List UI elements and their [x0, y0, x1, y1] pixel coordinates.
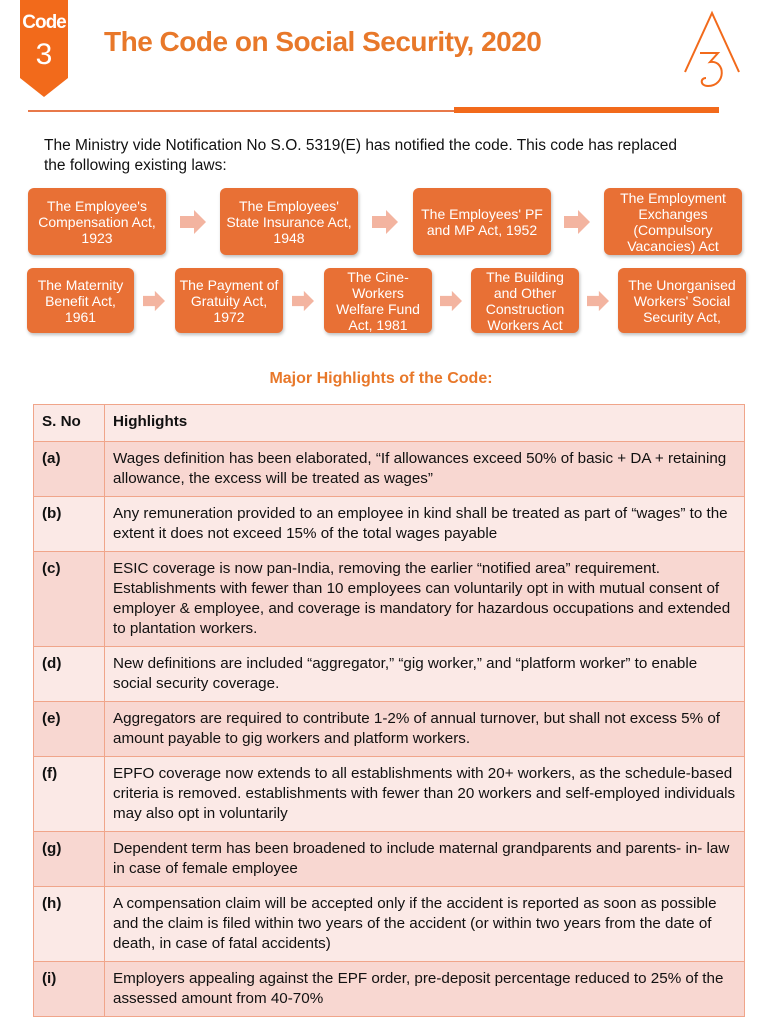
table-row: (c) ESIC coverage is now pan-India, remov…	[33, 551, 745, 647]
row-sno: (i)	[33, 961, 105, 1017]
row-highlight: Wages definition has been elaborated, “I…	[104, 441, 745, 497]
highlights-title: Major Highlights of the Code:	[269, 370, 493, 387]
arrow-right-icon	[440, 290, 462, 312]
table-row: (a) Wages definition has been elaborated,…	[33, 441, 745, 497]
arrow-right-icon	[143, 290, 165, 312]
page-title: The Code on Social Security, 2020	[104, 26, 542, 57]
law-box: The Cine-Workers Welfare Fund Act, 1981	[324, 268, 432, 333]
row-highlight: Aggregators are required to contribute 1…	[104, 701, 745, 757]
arrow-right-icon	[292, 290, 314, 312]
brand-logo	[684, 10, 740, 88]
row-highlight: EPFO coverage now extends to all establi…	[104, 756, 745, 832]
table-header-row: S. No Highlights	[33, 404, 745, 442]
row-highlight: Any remuneration provided to an employee…	[104, 496, 745, 552]
highlights-table: S. No Highlights (a) Wages definition has…	[33, 404, 745, 1017]
row-highlight: Dependent term has been broadened to inc…	[104, 831, 745, 887]
row-sno: (h)	[33, 886, 105, 962]
header-divider-accent	[454, 107, 719, 113]
table-row: (i) Employers appealing against the EPF o…	[33, 961, 745, 1017]
law-box: The Employee's Compensation Act, 1923	[28, 188, 166, 255]
law-box: The Employees' State Insurance Act, 1948	[220, 188, 358, 255]
row-sno: (c)	[33, 551, 105, 647]
row-sno: (g)	[33, 831, 105, 887]
law-box: The Unorganised Workers' Social Security…	[618, 268, 746, 333]
row-sno: (d)	[33, 646, 105, 702]
row-highlight: A compensation claim will be accepted on…	[104, 886, 745, 962]
header-sno: S. No	[33, 404, 105, 442]
law-box: The Employees' PF and MP Act, 1952	[413, 188, 551, 255]
row-highlight: ESIC coverage is now pan-India, removing…	[104, 551, 745, 647]
code-number-badge: Code 3	[20, 0, 68, 97]
intro-text: The Ministry vide Notification No S.O. 5…	[44, 137, 677, 174]
row-sno: (e)	[33, 701, 105, 757]
law-box: The Payment of Gratuity Act, 1972	[175, 268, 283, 333]
row-highlight: Employers appealing against the EPF orde…	[104, 961, 745, 1017]
table-row: (h) A compensation claim will be accepted…	[33, 886, 745, 962]
arrow-right-icon	[587, 290, 609, 312]
row-sno: (f)	[33, 756, 105, 832]
row-highlight: New definitions are included “aggregator…	[104, 646, 745, 702]
law-box: The Maternity Benefit Act, 1961	[27, 268, 134, 333]
table-row: (g) Dependent term has been broadened to …	[33, 831, 745, 887]
table-row: (e) Aggregators are required to contribut…	[33, 701, 745, 757]
table-row: (f) EPFO coverage now extends to all esta…	[33, 756, 745, 832]
badge-word: Code	[22, 12, 67, 33]
row-sno: (a)	[33, 441, 105, 497]
badge-number: 3	[35, 38, 53, 71]
row-sno: (b)	[33, 496, 105, 552]
arrow-right-icon	[564, 210, 590, 234]
law-box: The Building and Other Construction Work…	[471, 268, 579, 333]
arrow-right-icon	[372, 210, 398, 234]
header-divider	[28, 110, 455, 112]
table-row: (b) Any remuneration provided to an emplo…	[33, 496, 745, 552]
arrow-right-icon	[180, 210, 206, 234]
header-highlights: Highlights	[104, 404, 745, 442]
law-box: The Employment Exchanges (Compulsory Vac…	[604, 188, 742, 255]
table-row: (d) New definitions are included “aggrega…	[33, 646, 745, 702]
